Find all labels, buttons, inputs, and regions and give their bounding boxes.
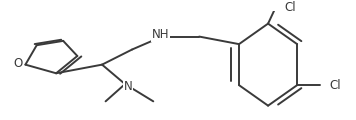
Text: O: O [13, 57, 22, 70]
Text: Cl: Cl [329, 79, 341, 92]
Text: NH: NH [152, 28, 169, 41]
Text: Cl: Cl [284, 1, 295, 14]
Text: N: N [124, 80, 132, 93]
